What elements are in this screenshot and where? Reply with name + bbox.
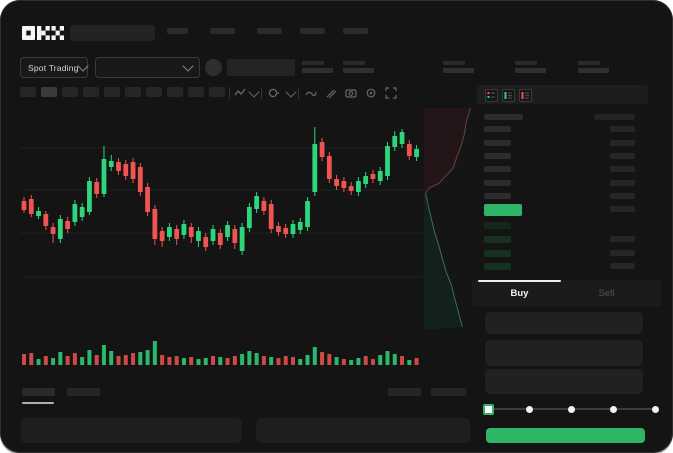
bottom-panel-right — [256, 418, 470, 443]
okx-logo[interactable] — [22, 26, 64, 40]
interval-chip[interactable] — [20, 87, 36, 97]
ask-row-price[interactable] — [484, 153, 511, 159]
bid-row-amount[interactable] — [610, 236, 635, 242]
market-type-dropdown[interactable]: Spot Trading — [20, 57, 89, 78]
interval-chip[interactable] — [125, 87, 141, 97]
trade-panel: Buy Sell — [472, 84, 661, 449]
stat-value — [443, 68, 474, 73]
last-price-button[interactable] — [484, 204, 522, 216]
book-header-amount — [594, 114, 635, 120]
ask-row-amount[interactable] — [610, 193, 635, 199]
amount-at-last-price — [610, 206, 635, 212]
ask-row-price[interactable] — [484, 166, 511, 172]
interval-chip[interactable] — [83, 87, 99, 97]
chart-toolbar — [0, 85, 470, 105]
bottom-tab[interactable] — [67, 388, 100, 396]
interval-chip[interactable] — [104, 87, 120, 97]
slider-stop[interactable] — [651, 405, 659, 413]
bottom-chip[interactable] — [431, 388, 466, 396]
stat-label — [515, 61, 537, 65]
candle-style-icon[interactable] — [233, 86, 246, 99]
bottom-tab[interactable] — [22, 388, 55, 396]
stat-label — [443, 61, 465, 65]
pair-name-placeholder — [227, 59, 295, 76]
ask-row-amount[interactable] — [610, 140, 635, 146]
bid-row-amount[interactable] — [610, 250, 635, 256]
interval-chip[interactable] — [62, 87, 78, 97]
interval-chip[interactable] — [41, 87, 57, 97]
slider-stop[interactable] — [525, 405, 533, 413]
bid-row-price[interactable] — [484, 222, 511, 229]
ask-row-price[interactable] — [484, 180, 511, 186]
bid-row-price[interactable] — [484, 250, 511, 257]
nav-item[interactable] — [300, 28, 325, 34]
nav-item[interactable] — [257, 28, 282, 34]
interval-chip[interactable] — [167, 87, 183, 97]
percent-slider[interactable] — [482, 402, 659, 416]
top-nav — [0, 0, 673, 48]
ask-row-price[interactable] — [484, 193, 511, 199]
interval-chip[interactable] — [209, 87, 225, 97]
ask-row-amount[interactable] — [610, 126, 635, 132]
book-combined-icon[interactable] — [485, 89, 498, 102]
stat-value — [578, 68, 609, 73]
buy-cta-button[interactable] — [486, 428, 645, 443]
settings-icon[interactable] — [364, 86, 377, 99]
bid-row-price[interactable] — [484, 263, 511, 270]
ask-row-amount[interactable] — [610, 153, 635, 159]
active-tab-underline — [22, 402, 54, 404]
total-field[interactable] — [485, 369, 643, 394]
search-placeholder[interactable] — [70, 25, 155, 41]
stat-value — [343, 68, 374, 73]
tab-buy[interactable]: Buy — [510, 288, 529, 299]
pair-avatar — [205, 59, 222, 76]
bottom-panel-left — [21, 418, 242, 443]
market-type-label: Spot Trading — [28, 62, 79, 73]
ask-row-amount[interactable] — [610, 180, 635, 186]
stat-label — [578, 61, 600, 65]
stat-value — [302, 68, 333, 73]
ask-row-price[interactable] — [484, 140, 511, 146]
nav-item[interactable] — [167, 28, 188, 34]
stat-label — [302, 61, 324, 65]
price-field[interactable] — [485, 312, 643, 334]
ask-row-amount[interactable] — [610, 166, 635, 172]
draw-tool-icon[interactable] — [324, 86, 337, 99]
pair-dropdown[interactable] — [95, 57, 200, 78]
buy-tab-indicator — [478, 280, 561, 282]
nav-item[interactable] — [210, 28, 235, 34]
bottom-chip[interactable] — [388, 388, 421, 396]
book-bids-only-icon[interactable] — [502, 89, 515, 102]
stat-label — [343, 61, 365, 65]
market-bar: Spot Trading — [0, 52, 673, 84]
interval-chip[interactable] — [188, 87, 204, 97]
amount-field[interactable] — [485, 340, 643, 366]
indicators-icon[interactable] — [267, 86, 280, 99]
slider-stop[interactable] — [609, 405, 617, 413]
camera-icon[interactable] — [344, 86, 357, 99]
chevron-down-icon[interactable] — [247, 86, 260, 100]
bid-row-price[interactable] — [484, 236, 511, 243]
chart-bottom-bar — [0, 380, 470, 410]
chevron-down-icon — [182, 60, 194, 72]
nav-item[interactable] — [343, 28, 368, 34]
line-tool-icon[interactable] — [304, 86, 317, 99]
stat-value — [515, 68, 546, 73]
tab-sell[interactable]: Sell — [598, 288, 615, 299]
bid-row-amount[interactable] — [610, 263, 635, 269]
slider-stop[interactable] — [567, 405, 575, 413]
book-asks-only-icon[interactable] — [519, 89, 532, 102]
ask-row-price[interactable] — [484, 126, 511, 132]
tab-strip — [472, 280, 661, 306]
chevron-down-icon[interactable] — [284, 86, 297, 100]
fullscreen-icon[interactable] — [384, 86, 397, 99]
slider-handle[interactable] — [482, 404, 494, 415]
depth-chart[interactable] — [424, 108, 477, 330]
book-header-price — [484, 114, 523, 120]
interval-chip[interactable] — [146, 87, 162, 97]
